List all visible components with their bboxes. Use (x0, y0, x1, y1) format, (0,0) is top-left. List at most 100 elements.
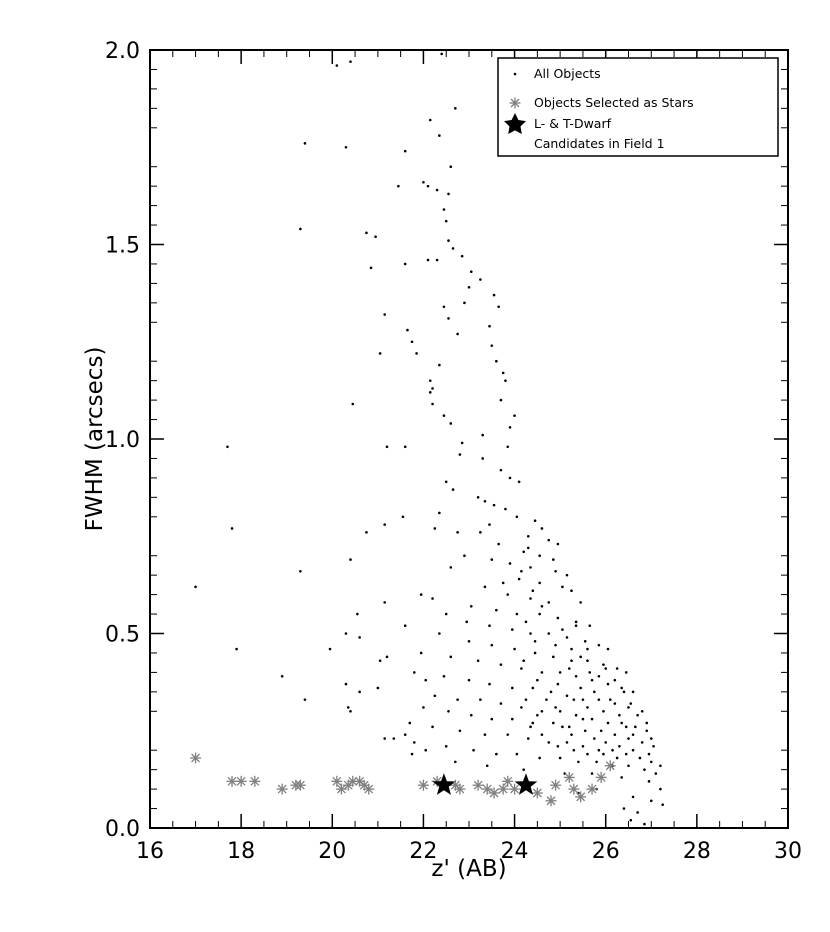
data-point-object (490, 717, 494, 721)
data-point-object (652, 745, 655, 748)
data-point-object (385, 655, 389, 659)
data-point-object (431, 387, 434, 390)
data-point-object (561, 585, 564, 589)
data-point-star-selected (472, 779, 484, 791)
data-point-object (547, 601, 551, 604)
data-point-object (444, 612, 448, 616)
data-point-star-selected (586, 783, 598, 795)
data-point-object (426, 184, 430, 188)
x-tick-label: 20 (318, 839, 346, 864)
data-point-object (299, 569, 302, 573)
data-point-object (485, 764, 489, 768)
data-point-object (549, 690, 553, 694)
data-point-object (501, 371, 505, 375)
data-point-object (638, 756, 642, 760)
data-point-object (597, 643, 601, 647)
data-point-object (552, 721, 555, 725)
data-point-object (467, 285, 471, 289)
data-point-object (579, 601, 582, 604)
data-point-object (529, 725, 532, 729)
data-point-object (624, 671, 628, 674)
legend-label-candidates-line1: L- & T-Dwarf (534, 116, 612, 131)
data-point-object (469, 604, 473, 608)
data-point-star-selected (604, 760, 616, 772)
data-point-object (520, 569, 523, 573)
data-point-object (547, 741, 551, 744)
data-point-object (504, 507, 507, 511)
data-point-object (506, 593, 510, 596)
data-point-object (515, 752, 519, 756)
data-point-dwarf-candidate (514, 773, 538, 795)
data-point-object (579, 686, 582, 690)
data-point-object (374, 235, 377, 239)
data-point-object (467, 639, 471, 643)
data-point-object (472, 748, 475, 752)
data-point-object (442, 414, 446, 417)
data-point-object (426, 258, 430, 262)
data-point-object (469, 713, 473, 717)
data-point-object (588, 624, 592, 628)
data-point-object (280, 674, 284, 678)
data-point-object (522, 550, 525, 554)
data-point-object (385, 445, 389, 449)
data-point-star-selected (595, 771, 607, 783)
data-point-object (506, 445, 510, 449)
data-point-object (572, 698, 576, 701)
data-point-object (581, 698, 585, 701)
data-point-object (586, 752, 589, 756)
data-point-object (561, 628, 564, 631)
data-point-object (583, 729, 587, 733)
data-point-star-selected (550, 779, 562, 791)
data-point-object (467, 678, 471, 682)
legend-star-marker (504, 113, 526, 134)
data-point-object (533, 651, 537, 655)
data-point-object (620, 776, 623, 779)
data-point-object (649, 737, 653, 740)
data-point-object (499, 702, 503, 705)
data-point-object (479, 278, 482, 281)
data-point-object (299, 227, 302, 231)
data-point-object (383, 523, 386, 526)
legend-asterisk-marker (509, 97, 521, 109)
points-layer (190, 52, 664, 826)
data-point-object (654, 772, 658, 775)
data-point-object (640, 710, 644, 713)
data-point-object (631, 795, 635, 799)
data-point-object (447, 239, 450, 242)
data-point-star-selected (294, 779, 306, 791)
data-point-object (536, 678, 539, 682)
data-point-object (483, 499, 487, 503)
data-point-object (599, 729, 603, 733)
data-point-object (540, 527, 544, 530)
data-point-object (510, 628, 514, 631)
data-point-object (570, 659, 573, 663)
data-point-star-selected (235, 775, 247, 787)
data-point-object (661, 803, 664, 806)
x-tick-label: 28 (683, 839, 711, 864)
data-point-object (590, 678, 594, 682)
data-point-object (631, 733, 635, 736)
data-point-object (479, 698, 482, 701)
data-point-object (558, 710, 562, 713)
data-point-object (456, 332, 459, 336)
data-point-object (438, 363, 441, 367)
data-point-object (590, 772, 594, 775)
data-point-star-selected (331, 775, 343, 787)
data-point-object (303, 142, 307, 145)
data-point-object (463, 301, 466, 305)
data-point-object (606, 721, 610, 725)
data-point-object (408, 721, 412, 725)
data-point-object (365, 231, 368, 235)
data-point-object (392, 737, 396, 740)
data-point-object (483, 585, 487, 589)
x-tick-label: 22 (409, 839, 437, 864)
data-point-object (365, 531, 368, 534)
data-point-object (522, 659, 525, 663)
data-point-object (649, 799, 653, 803)
data-point-object (522, 768, 525, 771)
data-point-object (451, 247, 455, 250)
data-point-object (567, 725, 571, 729)
data-point-object (620, 686, 623, 690)
data-point-star-selected (190, 752, 202, 764)
data-point-object (442, 305, 446, 309)
